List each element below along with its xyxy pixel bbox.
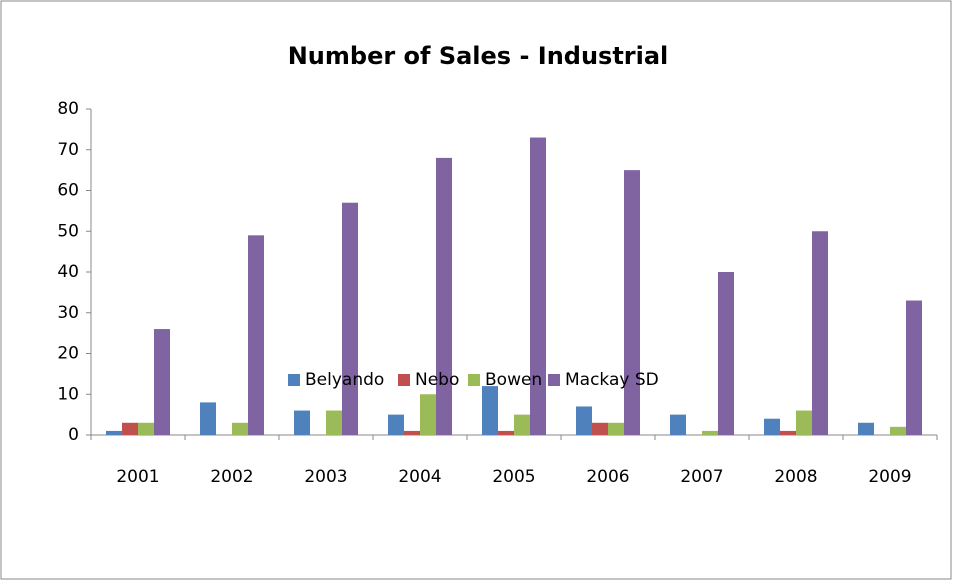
bar bbox=[592, 422, 608, 435]
chart-title: Number of Sales - Industrial bbox=[288, 42, 669, 70]
bar bbox=[780, 430, 796, 435]
x-tick-label: 2006 bbox=[586, 467, 629, 487]
bar bbox=[764, 418, 780, 435]
y-tick-label: 30 bbox=[57, 303, 79, 323]
bar bbox=[420, 394, 436, 435]
legend-label: Mackay SD bbox=[565, 370, 659, 390]
y-tick-label: 60 bbox=[57, 181, 79, 201]
bar bbox=[702, 430, 718, 435]
bar bbox=[154, 329, 170, 435]
x-tick-label: 2001 bbox=[116, 467, 159, 487]
legend-swatch bbox=[548, 374, 560, 386]
legend-swatch bbox=[398, 374, 410, 386]
y-tick-label: 70 bbox=[57, 140, 79, 160]
x-tick-label: 2007 bbox=[680, 467, 723, 487]
bar bbox=[122, 422, 138, 435]
x-tick-label: 2002 bbox=[210, 467, 253, 487]
bar bbox=[106, 430, 122, 435]
bar bbox=[436, 157, 452, 435]
bar bbox=[482, 386, 498, 435]
y-tick-label: 0 bbox=[68, 425, 79, 445]
x-tick-label: 2008 bbox=[774, 467, 817, 487]
legend-label: Belyando bbox=[305, 370, 384, 390]
x-tick-label: 2004 bbox=[398, 467, 441, 487]
x-tick-label: 2005 bbox=[492, 467, 535, 487]
bar bbox=[858, 422, 874, 435]
x-tick-label: 2009 bbox=[868, 467, 911, 487]
bar bbox=[514, 414, 530, 435]
legend-label: Bowen bbox=[485, 370, 542, 390]
y-tick-label: 10 bbox=[57, 384, 79, 404]
bar bbox=[576, 406, 592, 435]
bar bbox=[404, 430, 420, 435]
bar bbox=[890, 426, 906, 435]
bar bbox=[388, 414, 404, 435]
legend-swatch bbox=[468, 374, 480, 386]
bar bbox=[796, 410, 812, 435]
y-tick-label: 80 bbox=[57, 99, 79, 119]
bar bbox=[624, 170, 640, 435]
bar bbox=[718, 272, 734, 435]
bar bbox=[248, 235, 264, 435]
y-tick-label: 20 bbox=[57, 344, 79, 364]
bar bbox=[200, 402, 216, 435]
bar bbox=[498, 430, 514, 435]
bar bbox=[812, 231, 828, 435]
legend-label: Nebo bbox=[415, 370, 459, 390]
bar bbox=[342, 202, 358, 435]
y-tick-label: 40 bbox=[57, 262, 79, 282]
bar bbox=[608, 422, 624, 435]
x-tick-label: 2003 bbox=[304, 467, 347, 487]
bar bbox=[294, 410, 310, 435]
legend-swatch bbox=[288, 374, 300, 386]
bar bbox=[138, 422, 154, 435]
bar bbox=[530, 137, 546, 435]
y-tick-label: 50 bbox=[57, 221, 79, 241]
bar bbox=[906, 300, 922, 435]
bar bbox=[232, 422, 248, 435]
bar bbox=[670, 414, 686, 435]
bar bbox=[326, 410, 342, 435]
